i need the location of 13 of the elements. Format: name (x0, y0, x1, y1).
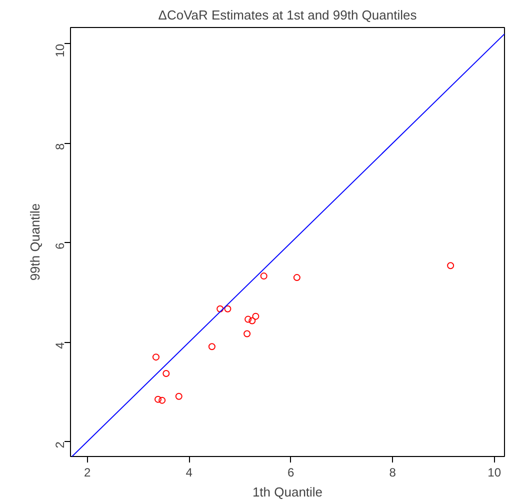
x-tick-label: 2 (84, 466, 91, 480)
y-tick-label: 10 (53, 44, 67, 58)
x-tick-label: 10 (488, 466, 502, 480)
y-tick-label: 8 (53, 143, 67, 150)
y-tick-label: 4 (53, 342, 67, 349)
chart-title: ΔCoVaR Estimates at 1st and 99th Quantiles (158, 8, 418, 22)
y-axis-title: 99th Quantile (28, 203, 42, 281)
y-tick-label: 6 (53, 242, 67, 250)
x-tick-label: 4 (186, 466, 193, 480)
x-tick-label: 8 (389, 466, 396, 480)
y-tick-label: 2 (53, 441, 67, 448)
x-axis-title: 1th Quantile (252, 484, 323, 500)
x-tick-label: 6 (287, 466, 294, 480)
